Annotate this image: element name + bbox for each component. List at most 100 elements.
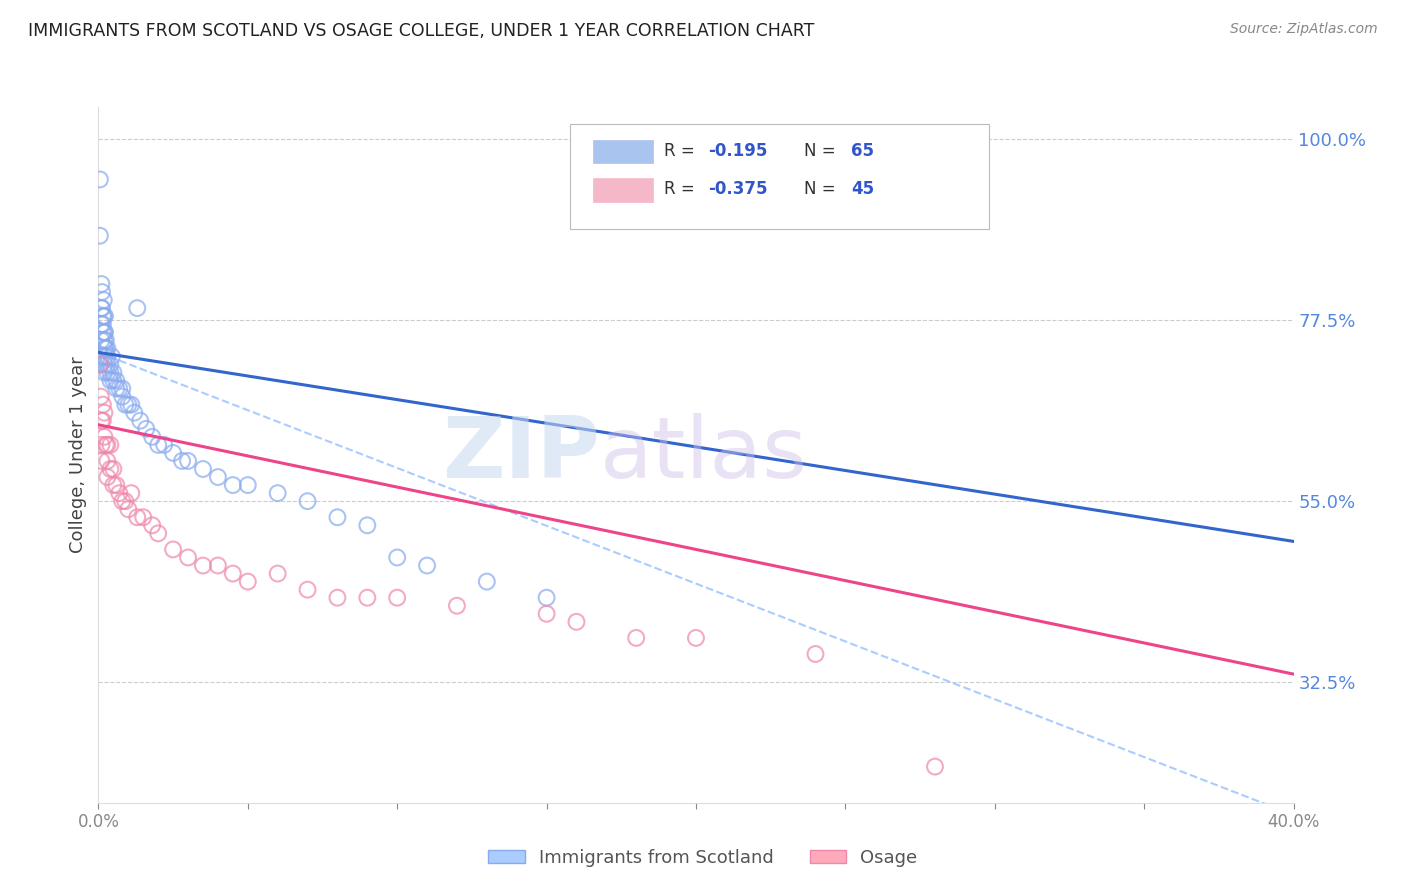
- Point: [91, 285, 114, 299]
- Point: [93, 430, 115, 444]
- Point: [191, 558, 214, 573]
- Point: [326, 510, 349, 524]
- Point: [297, 582, 319, 597]
- Point: [356, 591, 378, 605]
- Text: atlas: atlas: [600, 413, 808, 497]
- Point: [804, 647, 827, 661]
- Point: [93, 358, 115, 372]
- Point: [93, 366, 115, 380]
- Point: [172, 454, 194, 468]
- Point: [96, 358, 118, 372]
- Point: [148, 438, 170, 452]
- Text: -0.375: -0.375: [709, 180, 768, 198]
- Point: [100, 462, 122, 476]
- Point: [117, 398, 139, 412]
- Point: [536, 607, 558, 621]
- Point: [90, 454, 112, 468]
- Point: [416, 558, 439, 573]
- Legend: Immigrants from Scotland, Osage: Immigrants from Scotland, Osage: [481, 842, 925, 874]
- Text: R =: R =: [664, 142, 700, 160]
- Point: [236, 478, 259, 492]
- Point: [103, 478, 125, 492]
- Point: [114, 494, 136, 508]
- Point: [100, 374, 122, 388]
- Text: R =: R =: [664, 180, 700, 198]
- Point: [222, 566, 245, 581]
- Point: [90, 350, 112, 364]
- Point: [94, 342, 117, 356]
- Point: [93, 334, 115, 348]
- Point: [105, 374, 128, 388]
- Point: [236, 574, 259, 589]
- Point: [129, 414, 152, 428]
- Text: 45: 45: [852, 180, 875, 198]
- Point: [105, 382, 128, 396]
- Point: [177, 550, 200, 565]
- Point: [141, 518, 163, 533]
- Point: [267, 486, 290, 500]
- Point: [90, 390, 112, 404]
- Point: [127, 301, 149, 315]
- Point: [91, 398, 114, 412]
- Point: [100, 366, 122, 380]
- Point: [96, 470, 118, 484]
- Text: N =: N =: [804, 142, 841, 160]
- Point: [91, 414, 114, 428]
- Point: [89, 358, 111, 372]
- Point: [94, 309, 117, 323]
- Point: [626, 631, 648, 645]
- Point: [93, 309, 115, 323]
- Point: [153, 438, 176, 452]
- Point: [207, 470, 229, 484]
- Point: [91, 309, 114, 323]
- Point: [100, 438, 122, 452]
- Point: [108, 486, 131, 500]
- Point: [132, 510, 155, 524]
- Point: [93, 406, 115, 420]
- Point: [385, 591, 409, 605]
- Point: [90, 438, 112, 452]
- Point: [96, 350, 118, 364]
- Point: [685, 631, 707, 645]
- Point: [90, 301, 112, 315]
- Point: [94, 438, 117, 452]
- Point: [120, 398, 142, 412]
- Point: [103, 366, 125, 380]
- Point: [96, 342, 118, 356]
- FancyBboxPatch shape: [571, 124, 988, 229]
- Point: [96, 438, 118, 452]
- Point: [89, 172, 111, 186]
- Point: [120, 486, 142, 500]
- Point: [90, 358, 112, 372]
- Point: [148, 526, 170, 541]
- Text: ZIP: ZIP: [443, 413, 600, 497]
- Point: [446, 599, 468, 613]
- Point: [124, 406, 146, 420]
- Point: [105, 478, 128, 492]
- Point: [177, 454, 200, 468]
- Text: IMMIGRANTS FROM SCOTLAND VS OSAGE COLLEGE, UNDER 1 YEAR CORRELATION CHART: IMMIGRANTS FROM SCOTLAND VS OSAGE COLLEG…: [28, 22, 814, 40]
- Point: [93, 342, 115, 356]
- Point: [103, 374, 125, 388]
- Point: [162, 542, 184, 557]
- Point: [108, 382, 131, 396]
- Point: [385, 550, 409, 565]
- Point: [222, 478, 245, 492]
- Point: [93, 350, 115, 364]
- Text: Source: ZipAtlas.com: Source: ZipAtlas.com: [1230, 22, 1378, 37]
- Point: [191, 462, 214, 476]
- Point: [297, 494, 319, 508]
- Point: [93, 325, 115, 339]
- Text: N =: N =: [804, 180, 841, 198]
- Point: [90, 277, 112, 291]
- Point: [111, 390, 134, 404]
- Text: -0.195: -0.195: [709, 142, 768, 160]
- Point: [93, 293, 115, 307]
- Point: [91, 325, 114, 339]
- Point: [356, 518, 378, 533]
- Point: [103, 462, 125, 476]
- Point: [141, 430, 163, 444]
- Point: [114, 398, 136, 412]
- Point: [326, 591, 349, 605]
- Point: [135, 422, 157, 436]
